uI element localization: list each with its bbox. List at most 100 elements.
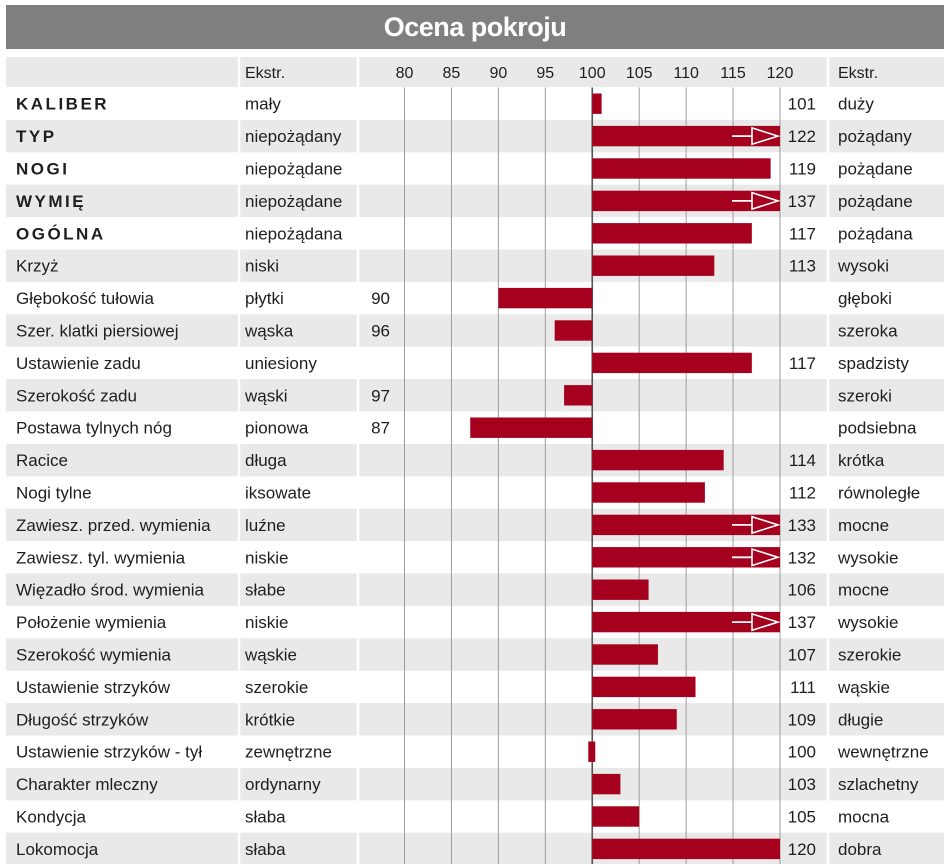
bar [592, 125, 780, 147]
low-extreme-label: niskie [245, 613, 288, 632]
bar [592, 547, 780, 568]
value-label: 120 [788, 840, 816, 859]
low-extreme-label: niskie [245, 548, 288, 567]
value-label: 122 [788, 127, 816, 146]
row-shade [6, 832, 944, 864]
tick-label: 120 [767, 65, 794, 82]
value-label: 111 [790, 678, 816, 697]
bar [592, 709, 677, 730]
low-extreme-label: iksowate [245, 484, 311, 503]
value-label: 114 [789, 451, 816, 470]
high-extreme-label: szerokie [838, 646, 901, 665]
low-extreme-label: ordynarny [245, 775, 321, 794]
bar [592, 449, 724, 471]
low-extreme-label: niepożądane [245, 160, 342, 179]
high-extreme-label: dobra [838, 840, 882, 859]
low-extreme-label: luźne [245, 516, 286, 535]
trait-label: Szer. klatki piersiowej [16, 322, 179, 341]
header-left-extreme: Ekstr. [245, 65, 285, 82]
low-extreme-label: niepożądany [245, 127, 342, 146]
trait-label: Racice [16, 451, 68, 470]
value-label: 132 [788, 548, 816, 567]
low-extreme-label: szerokie [245, 678, 308, 697]
row-shade [6, 443, 944, 477]
tick-label: 115 [720, 65, 746, 82]
trait-label: Charakter mleczny [16, 775, 158, 794]
low-extreme-label: słaba [245, 808, 286, 827]
value-label: 137 [788, 613, 816, 632]
tick-label: 95 [536, 65, 554, 82]
trait-label: Krzyż [16, 257, 59, 276]
bar [592, 93, 602, 114]
tick-label: 85 [443, 65, 461, 82]
row-shade [6, 249, 944, 282]
low-extreme-label: zewnętrzne [245, 743, 332, 762]
bar [592, 838, 780, 860]
high-extreme-label: mocne [838, 516, 889, 535]
high-extreme-label: duży [838, 95, 874, 114]
tick-label: 100 [579, 65, 606, 82]
value-label: 112 [789, 484, 816, 503]
overflow-arrow-head [751, 612, 781, 632]
value-label: 90 [371, 289, 390, 308]
overflow-arrow-head [751, 548, 781, 567]
tick-label: 110 [673, 65, 699, 82]
trait-label: Szerokość zadu [16, 386, 137, 405]
value-label: 137 [788, 192, 816, 211]
low-extreme-label: niepożądana [245, 224, 343, 243]
overflow-arrow-head [751, 515, 781, 535]
high-extreme-label: szlachetny [838, 775, 919, 794]
row-shade [6, 638, 944, 671]
value-label: 105 [788, 808, 816, 827]
bar [592, 579, 649, 600]
tick-label: 90 [489, 65, 507, 82]
bar [554, 320, 593, 341]
low-extreme-label: krótkie [245, 710, 295, 729]
row-shade [6, 508, 944, 542]
value-label: 101 [788, 95, 816, 114]
trait-label: Postawa tylnych nóg [16, 419, 172, 438]
bar [592, 676, 696, 698]
bar [592, 514, 780, 536]
bar [592, 190, 780, 212]
row-shade [6, 767, 944, 801]
bar [592, 158, 771, 179]
value-label: 106 [788, 581, 816, 600]
high-extreme-label: krótka [838, 451, 885, 470]
value-label: 133 [788, 516, 816, 535]
low-extreme-label: niski [245, 257, 279, 276]
bar [592, 806, 640, 827]
chart-title: Ocena pokroju [6, 5, 944, 49]
trait-label: KALIBER [16, 95, 109, 114]
low-extreme-label: uniesiony [245, 354, 317, 373]
trait-label: Długość strzyków [16, 710, 149, 729]
row-shade [6, 703, 944, 736]
low-extreme-label: słabe [245, 581, 286, 600]
trait-label: Więzadło środ. wymienia [16, 581, 205, 600]
high-extreme-label: pożądane [838, 160, 913, 179]
value-label: 100 [788, 743, 816, 762]
trait-label: Lokomocja [16, 840, 99, 859]
row-shade [6, 314, 944, 347]
overflow-arrow-head [751, 191, 781, 211]
high-extreme-label: spadzisty [838, 354, 909, 373]
high-extreme-label: długie [838, 710, 883, 729]
value-label: 96 [371, 322, 390, 341]
high-extreme-label: wąskie [837, 678, 890, 697]
overflow-arrow-head [751, 126, 781, 146]
header-right-extreme: Ekstr. [838, 65, 878, 82]
low-extreme-label: słaba [245, 840, 286, 859]
bar [592, 482, 705, 503]
trait-label: Ustawienie strzyków [16, 678, 171, 697]
high-extreme-label: szeroki [838, 386, 892, 405]
high-extreme-label: podsiebna [838, 419, 917, 438]
header-row [6, 57, 944, 87]
value-label: 113 [789, 257, 816, 276]
high-extreme-label: pożądany [838, 127, 912, 146]
value-label: 97 [371, 386, 390, 405]
tick-label: 80 [396, 65, 414, 82]
high-extreme-label: głęboki [838, 289, 892, 308]
row-shade [6, 573, 944, 606]
bar [592, 644, 658, 665]
value-label: 117 [789, 224, 816, 243]
